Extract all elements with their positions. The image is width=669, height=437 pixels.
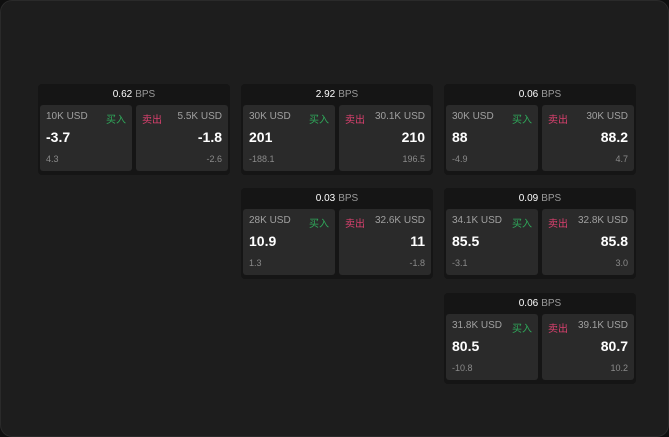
sell-change: 3.0 (615, 258, 628, 268)
quote-card: 0.62 BPS 10K USD 买入 -3.7 4.3 卖出 5.5K USD -1.8 -… (38, 84, 230, 175)
sell-price: 88.2 (600, 129, 628, 145)
buy-label: 买入 (106, 115, 126, 126)
sell-cell[interactable]: 卖出 30K USD 88.2 4.7 (542, 105, 634, 171)
quote-card: 2.92 BPS 30K USD 买入 201 -188.1 卖出 30.1K USD 21… (241, 84, 433, 175)
buy-price: -3.7 (46, 129, 71, 145)
buy-cell[interactable]: 31.8K USD 买入 80.5 -10.8 (446, 314, 538, 380)
buy-label: 买入 (512, 324, 532, 335)
buy-size: 10K USD (46, 111, 88, 122)
sell-price: 85.8 (600, 233, 628, 249)
sell-label: 卖出 (548, 115, 568, 126)
sell-cell[interactable]: 卖出 32.8K USD 85.8 3.0 (542, 209, 634, 275)
spread-unit: BPS (541, 89, 562, 100)
sell-label: 卖出 (142, 115, 162, 126)
sell-price: 11 (410, 233, 425, 249)
spread-header: 0.62 BPS (38, 84, 230, 105)
spread-value: 0.09 (518, 193, 539, 204)
sell-label: 卖出 (345, 115, 365, 126)
buy-cell[interactable]: 28K USD 买入 10.9 1.3 (243, 209, 335, 275)
sell-cell[interactable]: 卖出 5.5K USD -1.8 -2.6 (136, 105, 228, 171)
spread-header: 0.06 BPS (444, 84, 636, 105)
spread-value: 0.06 (518, 298, 539, 309)
buy-price: 88 (452, 129, 468, 145)
buy-size: 30K USD (249, 111, 291, 122)
spread-unit: BPS (338, 89, 359, 100)
spread-header: 0.06 BPS (444, 293, 636, 314)
spread-value: 2.92 (315, 89, 336, 100)
spread-header: 2.92 BPS (241, 84, 433, 105)
sell-change: 196.5 (402, 154, 425, 164)
sell-change: 4.7 (615, 154, 628, 164)
sell-label: 卖出 (548, 219, 568, 230)
buy-size: 34.1K USD (452, 215, 503, 226)
sell-price: 80.7 (600, 338, 628, 354)
sell-size: 39.1K USD (577, 320, 628, 331)
spread-value: 0.03 (315, 193, 336, 204)
spread-value: 0.62 (112, 89, 133, 100)
sell-size: 5.5K USD (177, 111, 222, 122)
buy-cell[interactable]: 10K USD 买入 -3.7 4.3 (40, 105, 132, 171)
sell-price: -1.8 (197, 129, 222, 145)
spread-unit: BPS (135, 89, 156, 100)
buy-cell[interactable]: 30K USD 买入 88 -4.9 (446, 105, 538, 171)
buy-cell[interactable]: 34.1K USD 买入 85.5 -3.1 (446, 209, 538, 275)
buy-price: 201 (249, 129, 273, 145)
buy-size: 28K USD (249, 215, 291, 226)
spread-value: 0.06 (518, 89, 539, 100)
buy-price: 10.9 (249, 233, 277, 249)
quote-card: 0.09 BPS 34.1K USD 买入 85.5 -3.1 卖出 32.8K USD 8… (444, 188, 636, 279)
quote-card: 0.06 BPS 30K USD 买入 88 -4.9 卖出 30K USD 88.2 4.7 (444, 84, 636, 175)
spread-unit: BPS (541, 298, 562, 309)
sell-change: -1.8 (409, 258, 425, 268)
buy-cell[interactable]: 30K USD 买入 201 -188.1 (243, 105, 335, 171)
buy-change: -10.8 (452, 363, 473, 373)
sell-label: 卖出 (345, 219, 365, 230)
sell-size: 30.1K USD (374, 111, 425, 122)
buy-change: 1.3 (249, 258, 262, 268)
sell-cell[interactable]: 卖出 30.1K USD 210 196.5 (339, 105, 431, 171)
buy-label: 买入 (512, 219, 532, 230)
quote-card: 0.03 BPS 28K USD 买入 10.9 1.3 卖出 32.6K USD 11 -1… (241, 188, 433, 279)
buy-size: 30K USD (452, 111, 494, 122)
sell-label: 卖出 (548, 324, 568, 335)
spread-unit: BPS (338, 193, 359, 204)
sell-change: -2.6 (206, 154, 222, 164)
sell-price: 210 (401, 129, 425, 145)
buy-size: 31.8K USD (452, 320, 503, 331)
buy-price: 85.5 (452, 233, 480, 249)
buy-change: -3.1 (452, 258, 468, 268)
sell-size: 30K USD (586, 111, 628, 122)
buy-change: -188.1 (249, 154, 275, 164)
buy-change: -4.9 (452, 154, 468, 164)
sell-size: 32.8K USD (577, 215, 628, 226)
sell-change: 10.2 (610, 363, 628, 373)
sell-size: 32.6K USD (374, 215, 425, 226)
sell-cell[interactable]: 卖出 32.6K USD 11 -1.8 (339, 209, 431, 275)
buy-price: 80.5 (452, 338, 480, 354)
buy-label: 买入 (512, 115, 532, 126)
buy-label: 买入 (309, 115, 329, 126)
quote-card: 0.06 BPS 31.8K USD 买入 80.5 -10.8 卖出 39.1K USD… (444, 293, 636, 384)
sell-cell[interactable]: 卖出 39.1K USD 80.7 10.2 (542, 314, 634, 380)
spread-unit: BPS (541, 193, 562, 204)
buy-label: 买入 (309, 219, 329, 230)
buy-change: 4.3 (46, 154, 59, 164)
spread-header: 0.03 BPS (241, 188, 433, 209)
spread-header: 0.09 BPS (444, 188, 636, 209)
